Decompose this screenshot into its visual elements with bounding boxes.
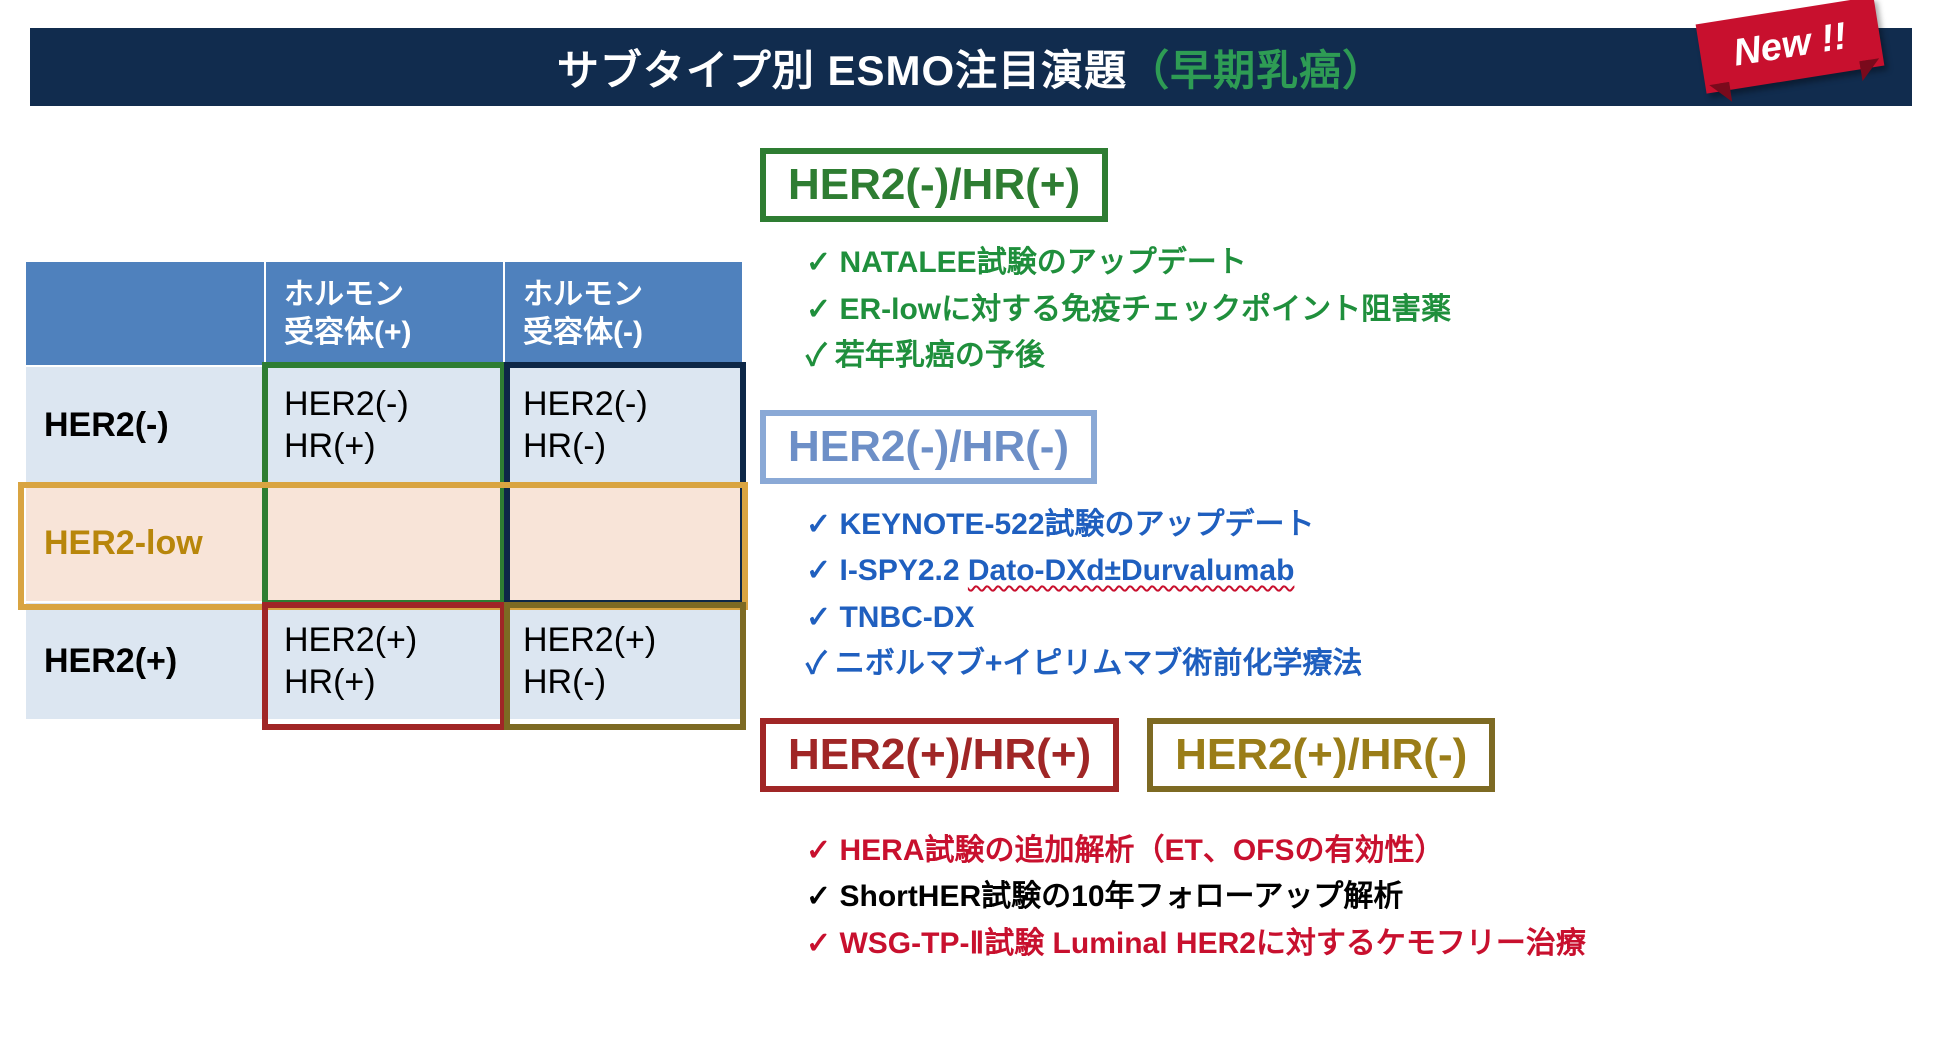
catbox-her2pos-hrneg: HER2(+)/HR(-) [1147,718,1495,792]
matrix-cell-2-0: HER2(+)HR(+) [265,602,504,720]
topic-item: WSG-TP-Ⅱ試験 Luminal HER2に対するケモフリー治療 [806,921,1912,968]
matrix-header-blank [25,261,265,366]
right-column: HER2(-)/HR(+) NATALEE試験のアップデート ER-lowに対す… [760,148,1912,997]
matrix-cell-1-1 [504,484,743,602]
topic-item: KEYNOTE-522試験のアップデート [806,502,1912,549]
matrix-cell-0-1: HER2(-)HR(-) [504,366,743,484]
title-bar: サブタイプ別 ESMO注目演題 （早期乳癌） [30,28,1912,106]
catbox-her2neg-hrpos: HER2(-)/HR(+) [760,148,1108,222]
topic-item-text: I-SPY2.2 [839,554,967,587]
matrix-rowlabel-1: HER2-low [25,484,265,602]
catbox-pair-her2pos: HER2(+)/HR(+) HER2(+)/HR(-) [760,718,1912,810]
matrix-rowlabel-2: HER2(+) [25,602,265,720]
topic-item: TNBC-DX [806,595,1912,642]
subtype-matrix: ホルモン受容体(+) ホルモン受容体(-) HER2(-) HER2(-)HR(… [24,260,744,721]
catbox-her2neg-hrneg: HER2(-)/HR(-) [760,410,1097,484]
matrix-cell-0-0: HER2(-)HR(+) [265,366,504,484]
matrix-row-her2pos: HER2(+) HER2(+)HR(+) HER2(+)HR(-) [25,602,743,720]
topic-item: HERA試験の追加解析（ET、OFSの有効性） [806,828,1912,875]
topic-item: NATALEE試験のアップデート [806,240,1912,287]
topics-her2neg-hrneg: KEYNOTE-522試験のアップデート I-SPY2.2 Dato-DXd±D… [806,502,1912,688]
catbox-her2pos-hrpos: HER2(+)/HR(+) [760,718,1119,792]
matrix-row-her2low: HER2-low [25,484,743,602]
topic-item: ER-lowに対する免疫チェックポイント阻害薬 [806,287,1912,334]
topic-item: I-SPY2.2 Dato-DXd±Durvalumab [806,548,1912,595]
matrix-rowlabel-0: HER2(-) [25,366,265,484]
topic-item-squiggle: Dato-DXd±Durvalumab [968,554,1295,587]
topic-item: 若年乳癌の予後 [806,333,1912,380]
matrix-row-her2neg: HER2(-) HER2(-)HR(+) HER2(-)HR(-) [25,366,743,484]
topics-her2pos: HERA試験の追加解析（ET、OFSの有効性） ShortHER試験の10年フォ… [806,828,1912,968]
topics-her2neg-hrpos: NATALEE試験のアップデート ER-lowに対する免疫チェックポイント阻害薬… [806,240,1912,380]
title-accent: （早期乳癌） [1127,37,1385,98]
title-main: サブタイプ別 ESMO注目演題 [557,37,1127,98]
matrix-header-col0: ホルモン受容体(+) [265,261,504,366]
matrix-header-col1: ホルモン受容体(-) [504,261,743,366]
matrix-cell-1-0 [265,484,504,602]
topic-item: ニボルマブ+イピリムマブ術前化学療法 [806,641,1912,688]
topic-item: ShortHER試験の10年フォローアップ解析 [806,874,1912,921]
matrix-cell-2-1: HER2(+)HR(-) [504,602,743,720]
